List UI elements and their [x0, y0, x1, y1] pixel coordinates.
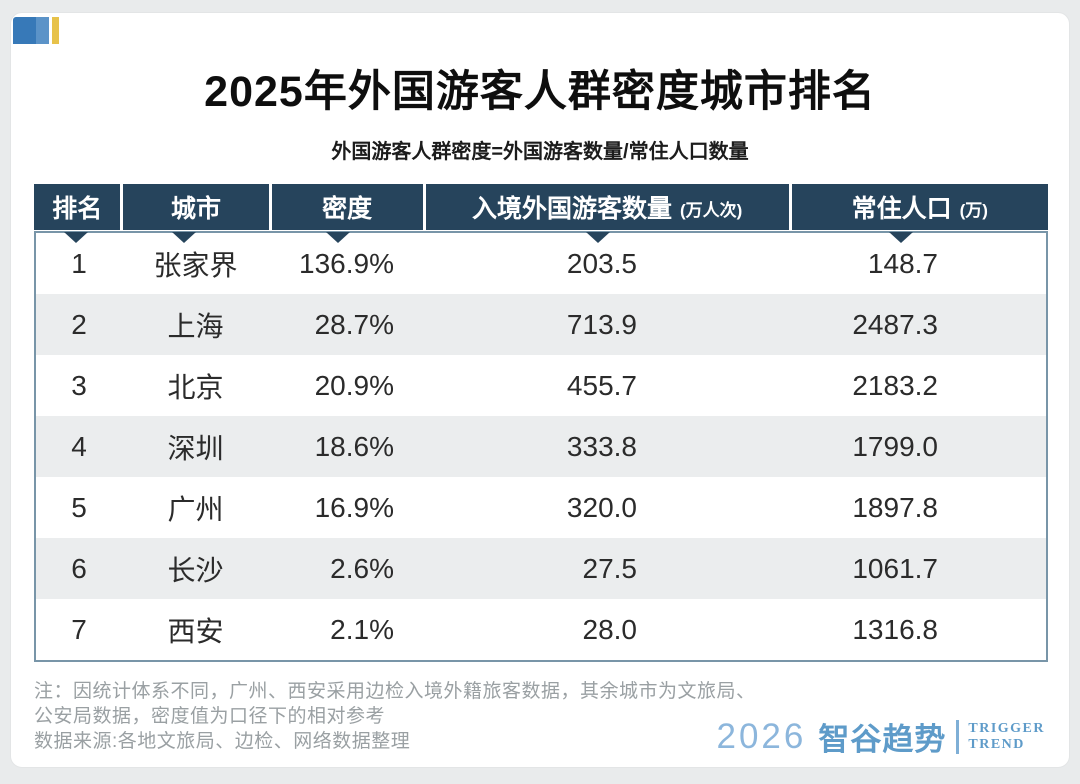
- table-row: 3 北京 20.9% 455.7 2183.2: [36, 355, 1046, 416]
- logo-year: 2026: [716, 716, 807, 756]
- cell-city: 张家界: [153, 249, 238, 281]
- cell-visitors: 27.5: [582, 552, 638, 584]
- cell-density: 2.6%: [330, 552, 394, 584]
- cell-density: 2.1%: [330, 613, 394, 645]
- footnotes: 注：因统计体系不同，广州、西安采用边检入境外籍旅客数据，其余城市为文旅局、 公安…: [34, 679, 756, 754]
- corner-decoration: [13, 17, 59, 44]
- footnote-line: 数据来源:各地文旅局、边检、网络数据整理: [34, 731, 411, 752]
- cell-rank: 1: [71, 247, 87, 279]
- table-row: 2 上海 28.7% 713.9 2487.3: [36, 294, 1046, 355]
- column-header-visitors: 入境外国游客数量 (万人次): [425, 184, 789, 230]
- column-header-visitors-label: 入境外国游客数量: [471, 195, 672, 223]
- cell-population: 1799.0: [852, 430, 938, 462]
- header-pointer-triangle-rank: [64, 232, 88, 243]
- cell-visitors: 713.9: [566, 308, 637, 340]
- cell-rank: 3: [71, 369, 87, 401]
- cell-rank: 7: [71, 613, 87, 645]
- column-header-population-label: 常住人口: [851, 195, 952, 223]
- cell-population: 1316.8: [852, 613, 938, 645]
- cell-population: 2487.3: [852, 308, 938, 340]
- column-header-rank: 排名: [34, 184, 121, 230]
- page-title: 2025年外国游客人群密度城市排名: [204, 68, 876, 116]
- column-header-population: 常住人口 (万): [791, 184, 1048, 230]
- cell-population: 1061.7: [852, 552, 938, 584]
- table-row: 7 西安 2.1% 28.0 1316.8: [36, 599, 1046, 660]
- decoration-dark-blue-block: [13, 17, 36, 44]
- cell-city: 广州: [167, 493, 224, 525]
- table-header-row: 排名 城市 密度 入境外国游客数量 (万人次) 常住人口 (万): [34, 184, 1048, 230]
- decoration-light-blue-block: [36, 17, 49, 44]
- column-header-city-label: 城市: [171, 195, 222, 223]
- footnote-line: 公安局数据，密度值为口径下的相对参考: [34, 706, 386, 727]
- cell-density: 28.7%: [314, 308, 394, 340]
- cell-population: 1897.8: [852, 491, 938, 523]
- table-row: 4 深圳 18.6% 333.8 1799.0: [36, 416, 1046, 477]
- column-header-density-label: 密度: [322, 195, 373, 223]
- cell-density: 16.9%: [314, 491, 394, 523]
- column-header-visitors-unit: (万人次): [679, 201, 743, 220]
- logo-divider: [956, 719, 960, 754]
- cell-population: 148.7: [867, 247, 938, 279]
- header-pointer-triangle-population: [889, 232, 913, 243]
- cell-visitors: 203.5: [566, 247, 637, 279]
- table-body: 1 张家界 136.9% 203.5 148.7 2 上海 28.7% 713.…: [34, 231, 1048, 662]
- decoration-yellow-stripe: [52, 17, 59, 44]
- cell-rank: 5: [71, 491, 87, 523]
- column-header-city: 城市: [123, 184, 269, 230]
- header-pointer-triangle-visitors: [586, 232, 610, 243]
- logo-tagline-line2: TREND: [968, 736, 1025, 752]
- column-header-density: 密度: [271, 184, 423, 230]
- cell-density: 20.9%: [314, 369, 394, 401]
- logo-tagline-line1: TRIGGER: [968, 720, 1045, 736]
- cell-population: 2183.2: [852, 369, 938, 401]
- cell-visitors: 455.7: [566, 369, 637, 401]
- logo-brand-name: 智谷趋势: [818, 722, 947, 757]
- brand-logo: 2026 智谷趋势 TRIGGER TREND: [717, 714, 1046, 759]
- cell-rank: 4: [71, 430, 87, 462]
- cell-visitors: 320.0: [566, 491, 637, 523]
- table-row: 6 长沙 2.6% 27.5 1061.7: [36, 538, 1046, 599]
- cell-rank: 6: [71, 552, 87, 584]
- cell-city: 西安: [167, 615, 224, 647]
- logo-tagline: TRIGGER TREND: [968, 721, 1045, 753]
- column-header-population-unit: (万): [959, 201, 988, 220]
- page-subtitle: 外国游客人群密度=外国游客数量/常住人口数量: [331, 141, 749, 163]
- cell-city: 北京: [167, 371, 224, 403]
- cell-visitors: 28.0: [582, 613, 638, 645]
- cell-city: 深圳: [167, 432, 224, 464]
- table-row: 1 张家界 136.9% 203.5 148.7: [36, 233, 1046, 294]
- cell-visitors: 333.8: [566, 430, 637, 462]
- infographic-card: 2025年外国游客人群密度城市排名 外国游客人群密度=外国游客数量/常住人口数量…: [10, 12, 1070, 768]
- cell-density: 18.6%: [314, 430, 394, 462]
- cell-city: 上海: [167, 310, 224, 342]
- cell-city: 长沙: [167, 554, 224, 586]
- header-pointer-triangle-density: [326, 232, 350, 243]
- header-pointer-triangle-city: [172, 232, 196, 243]
- table-row: 5 广州 16.9% 320.0 1897.8: [36, 477, 1046, 538]
- column-header-rank-label: 排名: [52, 195, 103, 223]
- cell-density: 136.9%: [299, 247, 394, 279]
- cell-rank: 2: [71, 308, 87, 340]
- footnote-line: 注：因统计体系不同，广州、西安采用边检入境外籍旅客数据，其余城市为文旅局、: [34, 681, 756, 702]
